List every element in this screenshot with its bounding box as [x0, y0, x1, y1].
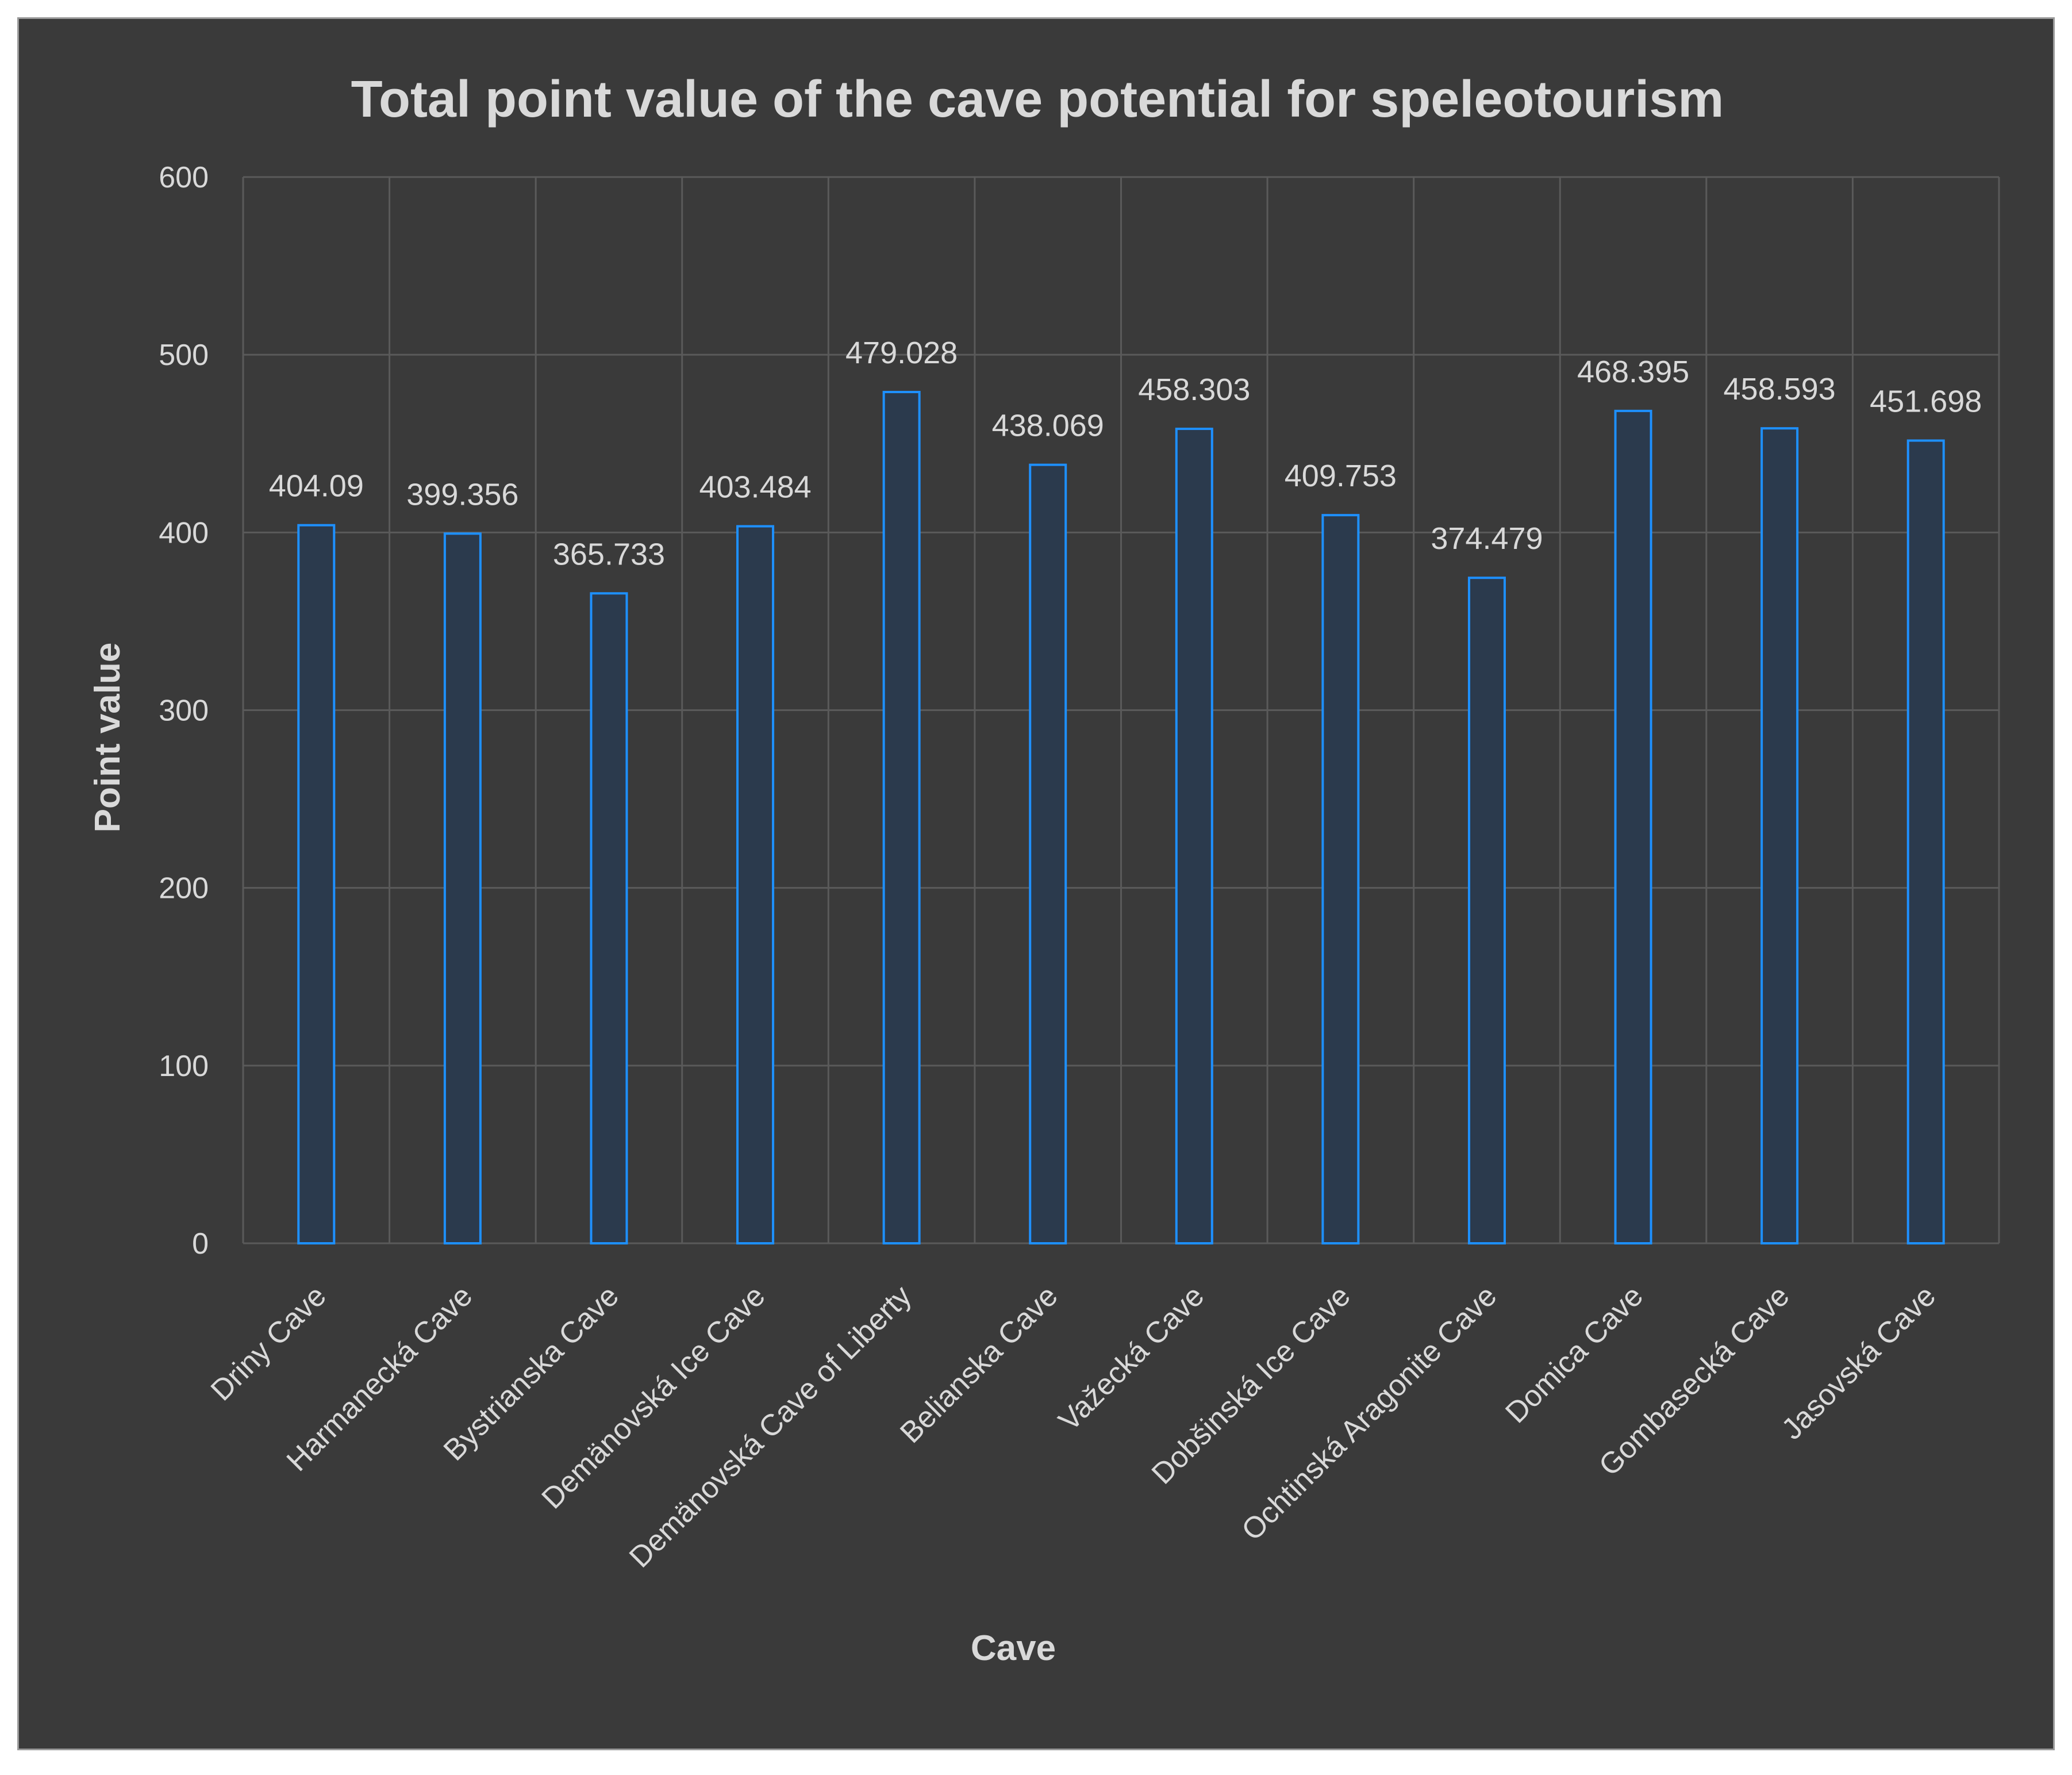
data-label: 458.303 [1138, 372, 1250, 407]
gridlines [242, 176, 2000, 1244]
bar [1321, 514, 1360, 1244]
bar [882, 391, 921, 1244]
y-axis-title: Point value [88, 643, 128, 833]
y-tick-label: 0 [192, 1227, 209, 1261]
data-label: 403.484 [699, 470, 811, 505]
bar [1175, 428, 1213, 1245]
chart-title: Total point value of the cave potential … [351, 71, 1724, 128]
bar [1029, 463, 1067, 1244]
x-tick-label: Demänovská Cave of Liberty [623, 1279, 918, 1574]
data-label: 409.753 [1285, 459, 1397, 493]
y-tick-label: 100 [159, 1050, 209, 1083]
data-label: 479.028 [845, 336, 958, 370]
x-tick-label: Domica Cave [1499, 1279, 1650, 1430]
bar [736, 525, 775, 1244]
y-axis-ticks: 0 100 200 300 400 500 600 [159, 161, 209, 1261]
data-label: 374.479 [1431, 521, 1543, 556]
bar [297, 524, 336, 1244]
bars [297, 391, 1945, 1245]
x-tick-label: Jasovská Cave [1775, 1279, 1942, 1446]
y-tick-label: 200 [159, 872, 209, 905]
bar [443, 532, 482, 1244]
y-tick-label: 300 [159, 694, 209, 728]
data-label: 399.356 [406, 477, 518, 512]
bar [1467, 577, 1506, 1245]
bar [1906, 439, 1945, 1244]
bar [1760, 427, 1799, 1244]
y-tick-label: 600 [159, 161, 209, 194]
data-label: 468.395 [1577, 355, 1689, 389]
data-label: 438.069 [992, 409, 1104, 443]
x-tick-label: Važecká Cave [1052, 1279, 1210, 1437]
bar [1614, 409, 1652, 1244]
x-tick-label: Driny Cave [205, 1279, 333, 1407]
chart-frame: Total point value of the cave potential … [17, 17, 2055, 1750]
data-label: 365.733 [553, 537, 665, 571]
y-tick-label: 400 [159, 516, 209, 550]
x-tick-label: Ochtinská Aragonite Cave [1235, 1279, 1503, 1547]
data-label: 404.09 [269, 469, 364, 504]
data-label: 451.698 [1870, 385, 1982, 419]
data-label: 458.593 [1724, 372, 1836, 406]
x-axis-title: Cave [971, 1628, 1056, 1668]
bar [590, 592, 628, 1244]
data-labels: 404.09 399.356 365.733 403.484 479.028 438.06… [269, 336, 1982, 571]
x-tick-label: Belianska Cave [894, 1279, 1064, 1449]
y-tick-label: 500 [159, 339, 209, 372]
bar-chart: Total point value of the cave potential … [88, 71, 2000, 1668]
